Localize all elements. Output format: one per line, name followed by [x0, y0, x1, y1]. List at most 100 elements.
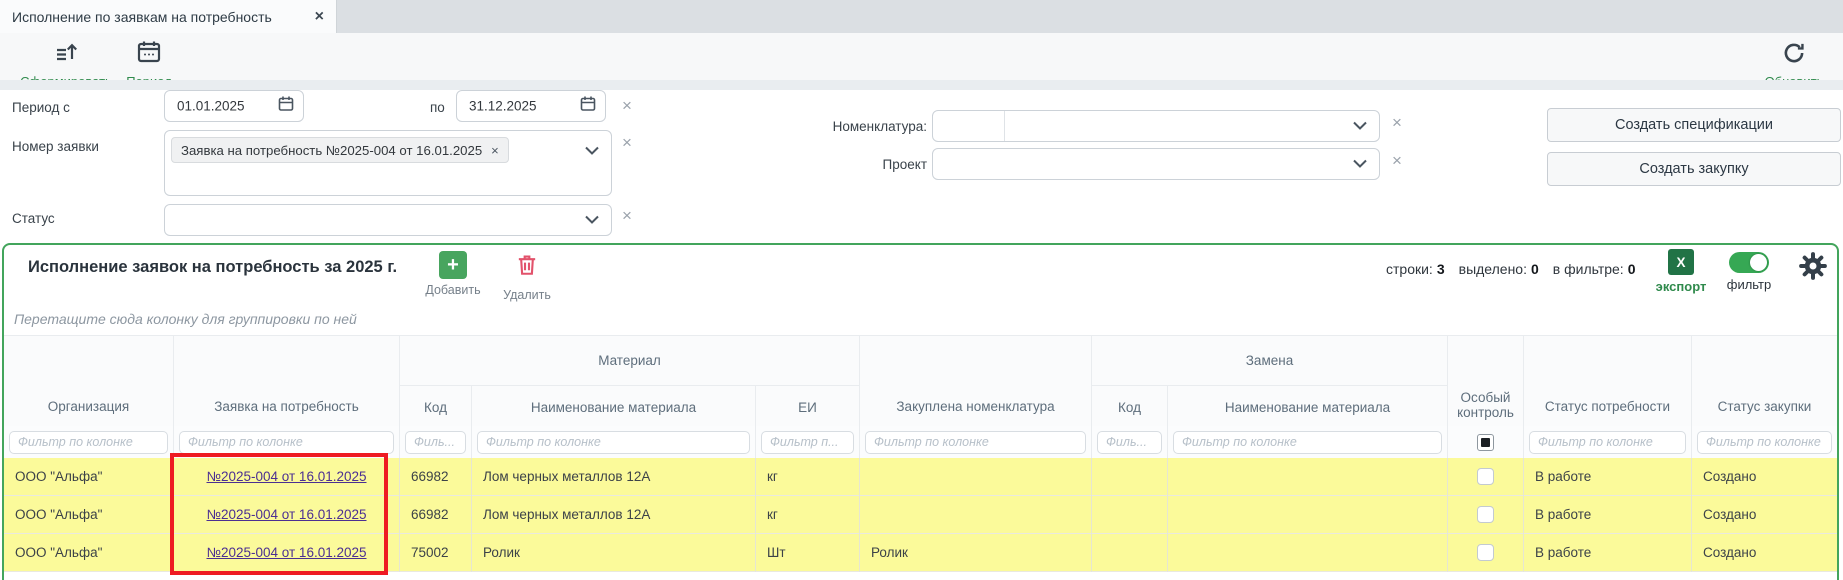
cell-special-control[interactable]	[1448, 496, 1524, 534]
cell-purchase-status[interactable]: Создано	[1692, 458, 1837, 496]
filter-input-material-name[interactable]	[477, 430, 750, 454]
special-control-checkbox[interactable]	[1477, 506, 1494, 523]
calendar-icon[interactable]	[278, 96, 294, 117]
col-header-need-status[interactable]: Статус потребности	[1524, 336, 1692, 426]
request-link[interactable]: №2025-004 от 16.01.2025	[206, 507, 367, 522]
period-from-input[interactable]: 01.01.2025	[164, 90, 304, 122]
filter-input-material-name2[interactable]	[1173, 430, 1442, 454]
cell-organization[interactable]: ООО "Альфа"	[4, 458, 174, 496]
plus-icon: +	[439, 251, 467, 279]
chevron-down-icon[interactable]	[585, 211, 599, 229]
request-link[interactable]: №2025-004 от 16.01.2025	[206, 545, 367, 560]
cell-code[interactable]: 66982	[400, 458, 472, 496]
cell-material[interactable]: Ролик	[472, 534, 756, 572]
filter-input-unit[interactable]	[761, 430, 854, 454]
col-header-organization[interactable]: Организация	[4, 336, 174, 426]
filter-input-code2[interactable]	[1097, 430, 1162, 454]
cell-need-status[interactable]: В работе	[1524, 534, 1692, 572]
special-control-filter-checkbox[interactable]	[1477, 433, 1494, 451]
cell-purchased[interactable]	[860, 458, 1092, 496]
cell-code2[interactable]	[1092, 496, 1168, 534]
chevron-down-icon[interactable]	[1353, 117, 1367, 135]
cell-code[interactable]: 66982	[400, 496, 472, 534]
export-button[interactable]: X экспорт	[1650, 249, 1712, 294]
chevron-down-icon[interactable]	[585, 142, 599, 160]
project-select[interactable]	[932, 148, 1380, 180]
cell-material2[interactable]	[1168, 534, 1448, 572]
cell-special-control[interactable]	[1448, 534, 1524, 572]
cell-organization[interactable]: ООО "Альфа"	[4, 496, 174, 534]
clear-project-icon[interactable]: ×	[1392, 151, 1402, 170]
delete-button-label: Удалить	[503, 288, 551, 302]
add-button-label: Добавить	[425, 283, 481, 297]
clear-request-icon[interactable]: ×	[622, 133, 632, 152]
filter-input-organization[interactable]	[9, 430, 168, 454]
request-chip[interactable]: Заявка на потребность №2025-004 от 16.01…	[171, 137, 509, 163]
settings-button[interactable]	[1798, 251, 1828, 286]
clear-nomenclature-icon[interactable]: ×	[1392, 113, 1402, 132]
period-to-input[interactable]: 31.12.2025	[456, 90, 606, 122]
filter-input-purchase-status[interactable]	[1697, 430, 1832, 454]
cell-request[interactable]: №2025-004 от 16.01.2025	[174, 496, 400, 534]
col-header-request[interactable]: Заявка на потребность	[174, 336, 400, 426]
cell-code2[interactable]	[1092, 534, 1168, 572]
cell-unit[interactable]: кг	[756, 458, 860, 496]
cell-code2[interactable]	[1092, 458, 1168, 496]
nomenclature-select[interactable]	[932, 110, 1380, 142]
col-header-purchase-status[interactable]: Статус закупки	[1692, 336, 1837, 426]
cell-purchase-status[interactable]: Создано	[1692, 496, 1837, 534]
clear-status-icon[interactable]: ×	[622, 206, 632, 225]
cell-material2[interactable]	[1168, 458, 1448, 496]
cell-code[interactable]: 75002	[400, 534, 472, 572]
cell-material[interactable]: Лом черных металлов 12А	[472, 458, 756, 496]
calendar-icon[interactable]	[580, 96, 596, 117]
col-header-material-name[interactable]: Наименование материала	[472, 386, 756, 426]
cell-request[interactable]: №2025-004 от 16.01.2025	[174, 534, 400, 572]
col-header-code[interactable]: Код	[400, 386, 472, 426]
filter-input-code[interactable]	[405, 430, 466, 454]
request-link[interactable]: №2025-004 от 16.01.2025	[206, 469, 367, 484]
toggle-on-icon[interactable]	[1729, 252, 1769, 273]
cell-unit[interactable]: Шт	[756, 534, 860, 572]
col-header-special-control[interactable]: Особый контроль	[1448, 336, 1524, 426]
filter-input-need-status[interactable]	[1529, 430, 1686, 454]
add-button[interactable]: + Добавить	[418, 251, 488, 297]
chevron-down-icon[interactable]	[1353, 155, 1367, 173]
cell-material2[interactable]	[1168, 496, 1448, 534]
cell-purchase-status[interactable]: Создано	[1692, 534, 1837, 572]
create-specifications-button[interactable]: Создать спецификации	[1547, 108, 1841, 142]
filter-input-request[interactable]	[179, 430, 394, 454]
col-header-code2[interactable]: Код	[1092, 386, 1168, 426]
special-control-checkbox[interactable]	[1477, 544, 1494, 561]
close-icon[interactable]: ×	[314, 7, 324, 25]
delete-button[interactable]: Удалить	[492, 251, 562, 302]
col-header-purchased-nomenclature[interactable]: Закуплена номенклатура	[860, 336, 1092, 426]
cell-request[interactable]: №2025-004 от 16.01.2025	[174, 458, 400, 496]
col-header-material-name2[interactable]: Наименование материала	[1168, 386, 1448, 426]
rows-count: 3	[1436, 261, 1445, 277]
cell-unit[interactable]: кг	[756, 496, 860, 534]
cell-purchased[interactable]	[860, 496, 1092, 534]
cell-purchased[interactable]: Ролик	[860, 534, 1092, 572]
tab-title: Исполнение по заявкам на потребность	[12, 8, 272, 25]
remove-chip-icon[interactable]: ×	[491, 142, 499, 158]
panel-title: Исполнение заявок на потребность за 2025…	[28, 258, 398, 276]
generate-report-icon	[52, 38, 80, 71]
gear-icon	[1798, 252, 1828, 285]
status-select[interactable]	[164, 204, 612, 236]
tab-active[interactable]: Исполнение по заявкам на потребность ×	[0, 0, 337, 33]
section-divider	[0, 80, 1843, 90]
col-header-unit[interactable]: ЕИ	[756, 386, 860, 426]
cell-need-status[interactable]: В работе	[1524, 496, 1692, 534]
selected-count: 0	[1530, 261, 1539, 277]
clear-period-icon[interactable]: ×	[622, 96, 632, 115]
cell-organization[interactable]: ООО "Альфа"	[4, 534, 174, 572]
cell-need-status[interactable]: В работе	[1524, 458, 1692, 496]
create-purchase-button[interactable]: Создать закупку	[1547, 152, 1841, 186]
special-control-checkbox[interactable]	[1477, 468, 1494, 485]
filter-toggle[interactable]: фильтр	[1720, 252, 1778, 292]
filter-input-purchased[interactable]	[865, 430, 1086, 454]
request-number-multiselect[interactable]: Заявка на потребность №2025-004 от 16.01…	[164, 130, 612, 196]
cell-special-control[interactable]	[1448, 458, 1524, 496]
cell-material[interactable]: Лом черных металлов 12А	[472, 496, 756, 534]
